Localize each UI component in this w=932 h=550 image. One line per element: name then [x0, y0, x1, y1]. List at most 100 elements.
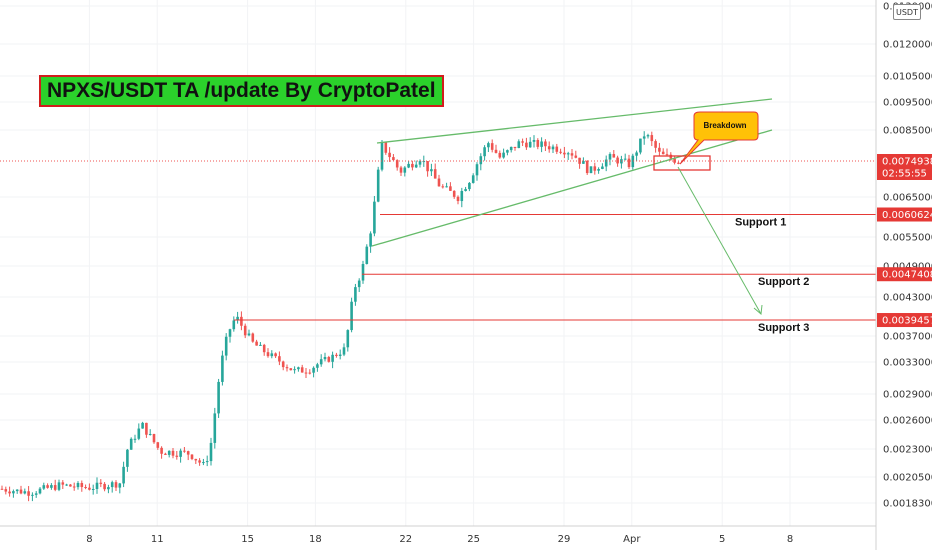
x-tick-label: 5 [719, 534, 725, 545]
candle [536, 138, 540, 150]
candle [471, 173, 475, 184]
candle [350, 297, 353, 333]
candle [278, 351, 281, 366]
candle [12, 489, 15, 498]
y-tick-label: 0.0055000 [883, 233, 932, 244]
candle [221, 350, 224, 386]
svg-text:0.0047408: 0.0047408 [882, 270, 932, 281]
chart-grid [0, 0, 876, 526]
x-tick-label: 29 [558, 534, 571, 545]
candle [574, 150, 578, 159]
candle [31, 492, 34, 502]
candle [53, 479, 57, 492]
y-tick-label: 0.0029000 [883, 390, 932, 401]
candle [395, 159, 399, 171]
candle [357, 278, 361, 293]
support-price-tag: 0.0047408 [877, 267, 932, 282]
candle [521, 138, 524, 147]
y-tick-label: 0.0120000 [883, 40, 932, 51]
candle [433, 163, 437, 179]
candle [190, 454, 194, 461]
price-axis[interactable]: 0.01300000.01200000.01050000.00950000.00… [883, 2, 932, 510]
candle [107, 484, 110, 494]
candle [270, 350, 274, 359]
candle [34, 491, 38, 498]
candle [551, 144, 555, 154]
candle [289, 368, 293, 371]
candle [308, 369, 312, 375]
candle [506, 149, 509, 156]
candle [0, 485, 4, 490]
candle [582, 157, 585, 164]
candle [373, 196, 376, 237]
candle [243, 323, 247, 339]
candle [27, 486, 30, 502]
currency-unit-badge[interactable]: USDT [893, 4, 921, 20]
candle [266, 348, 270, 358]
y-tick-label: 0.0018300 [883, 499, 932, 510]
candle [293, 366, 296, 374]
candle [228, 328, 232, 343]
y-tick-label: 0.0085000 [883, 126, 932, 137]
candle [642, 131, 646, 145]
candle [616, 155, 619, 167]
x-tick-label: 8 [86, 534, 92, 545]
candle [354, 283, 357, 306]
candle [430, 163, 433, 177]
candle [677, 161, 680, 165]
candle [84, 484, 87, 490]
candle [57, 479, 61, 492]
candle [202, 458, 205, 466]
candle [122, 461, 125, 488]
candle [441, 184, 445, 189]
candle [224, 333, 228, 361]
candle [403, 166, 407, 177]
support-price-tag: 0.0060624 [877, 207, 932, 222]
candle [525, 137, 528, 150]
candle [103, 482, 106, 492]
candle [346, 329, 350, 352]
time-axis[interactable]: 8 11 15 18 22 25 29 Apr 5 8 [86, 534, 793, 545]
candle [232, 316, 236, 332]
candle [99, 479, 103, 488]
candle [251, 332, 255, 343]
breakdown-box [653, 155, 711, 171]
candle [437, 174, 441, 187]
support-label: Support 2 [758, 276, 809, 288]
candle [608, 152, 612, 166]
y-tick-label: 0.0026000 [883, 416, 932, 427]
candle [639, 138, 642, 155]
y-tick-label: 0.0020500 [883, 473, 932, 484]
candle [464, 186, 467, 192]
candle [502, 148, 505, 159]
candle [15, 489, 19, 494]
candle [452, 190, 456, 199]
candle [445, 182, 448, 188]
candle [213, 407, 217, 449]
candle [654, 139, 657, 153]
candle [411, 160, 414, 171]
x-tick-label: 11 [151, 534, 164, 545]
candle [4, 486, 8, 495]
candle [247, 329, 251, 337]
candle [312, 366, 315, 378]
candle [46, 483, 49, 489]
candle [297, 366, 300, 372]
candle [148, 429, 152, 436]
candle [156, 441, 160, 450]
candle [384, 141, 388, 155]
candle [623, 153, 627, 161]
svg-text:02:55:55: 02:55:55 [882, 169, 927, 180]
candle [479, 153, 483, 171]
candle [335, 352, 338, 358]
y-tick-label: 0.0049000 [883, 262, 932, 273]
candle [88, 483, 91, 491]
candle [449, 182, 452, 191]
upper-trendline [376, 98, 773, 144]
candle [388, 147, 391, 162]
candle [635, 150, 638, 162]
y-tick-label: 0.0037000 [883, 332, 932, 343]
candle [42, 482, 46, 490]
